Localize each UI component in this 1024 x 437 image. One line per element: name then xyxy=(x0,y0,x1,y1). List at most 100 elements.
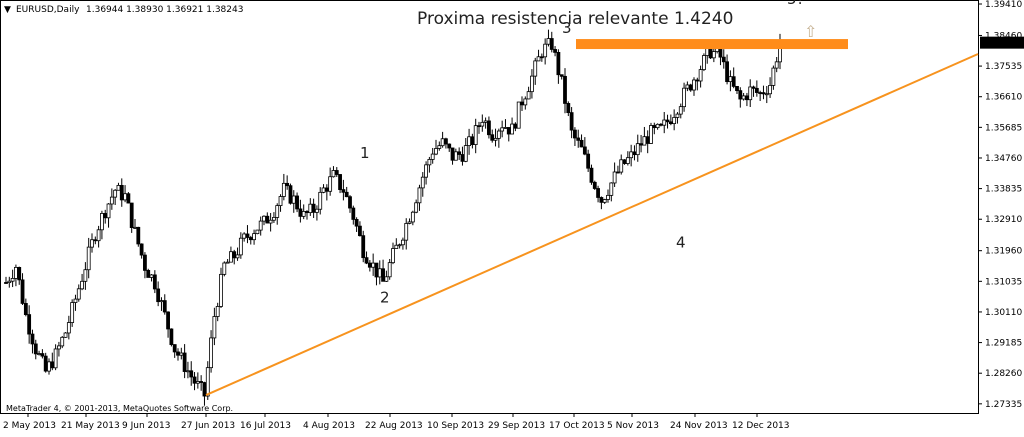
candle-body xyxy=(17,266,22,281)
wave-labels: 1 2 3 4 5? xyxy=(360,0,805,306)
candle-body xyxy=(252,233,256,241)
candle-body xyxy=(596,188,600,198)
x-tick-label: 2 May 2013 xyxy=(3,421,56,431)
candle-body xyxy=(635,143,640,156)
candle xyxy=(672,109,677,131)
candle-body xyxy=(725,61,729,83)
candle-body xyxy=(616,171,620,174)
candle xyxy=(543,38,548,65)
candle-body xyxy=(100,213,104,231)
candle-body xyxy=(774,61,779,69)
candle-body xyxy=(477,125,481,128)
candle xyxy=(113,189,118,205)
candle-body xyxy=(255,229,260,235)
candle xyxy=(625,151,630,166)
candle-body xyxy=(60,336,65,347)
candle-body xyxy=(205,367,210,397)
candle-body xyxy=(381,268,385,282)
x-tick-label: 16 Jul 2013 xyxy=(240,421,291,431)
candle-body xyxy=(702,55,706,71)
candle xyxy=(334,167,339,177)
candle-body xyxy=(324,187,329,192)
y-tick-label: 1.34760 xyxy=(985,154,1022,164)
candle xyxy=(126,192,131,204)
candle xyxy=(609,182,614,202)
resistance-annotation: Proxima resistencia relevante 1.4240 xyxy=(417,9,733,29)
candle xyxy=(414,199,419,214)
candle xyxy=(576,129,581,148)
candle xyxy=(748,79,753,108)
candle-body xyxy=(748,86,753,101)
candle xyxy=(40,349,45,359)
candle-body xyxy=(43,355,48,372)
candle xyxy=(655,123,660,130)
candle-body xyxy=(298,208,303,217)
candle xyxy=(189,361,194,386)
candle xyxy=(384,270,389,282)
candle-body xyxy=(291,195,296,204)
y-tick-label: 1.37535 xyxy=(985,62,1022,72)
candle-body xyxy=(705,47,710,56)
candle xyxy=(60,335,65,349)
candle-body xyxy=(758,92,763,94)
x-tick-label: 24 Nov 2013 xyxy=(670,421,728,431)
candle xyxy=(731,67,736,89)
candle-body xyxy=(579,139,584,148)
candle-body xyxy=(358,225,362,237)
candle-body xyxy=(672,117,677,125)
candle-body xyxy=(599,197,604,203)
candle-body xyxy=(460,154,465,162)
candle-body xyxy=(103,213,108,219)
candle-body xyxy=(533,60,538,77)
candle-body xyxy=(566,103,571,114)
candle-body xyxy=(586,153,591,169)
candle-body xyxy=(159,300,164,303)
candle xyxy=(682,82,686,112)
x-tick-label: 5 Nov 2013 xyxy=(607,421,659,431)
candle-body xyxy=(172,344,177,353)
candle-body xyxy=(116,185,121,191)
candle-body xyxy=(40,353,45,357)
candle-body xyxy=(668,121,673,125)
candle-body xyxy=(285,182,290,187)
candle xyxy=(665,114,670,129)
candle xyxy=(427,156,432,173)
candle-body xyxy=(23,303,28,315)
candle-body xyxy=(113,189,118,198)
candle-body xyxy=(639,143,643,146)
wave-label: 4 xyxy=(676,234,686,252)
candle-body xyxy=(632,151,637,156)
candle-body xyxy=(4,282,8,284)
y-tick-label: 1.29185 xyxy=(985,339,1022,349)
candle xyxy=(493,128,498,147)
candle xyxy=(278,194,283,212)
candle-body xyxy=(539,56,544,59)
candle xyxy=(33,339,38,360)
candle-body xyxy=(698,69,703,82)
candle-body xyxy=(467,136,471,146)
candle-body xyxy=(50,361,55,369)
candle xyxy=(563,68,567,114)
candle xyxy=(417,184,422,211)
candle xyxy=(285,175,290,190)
candle-body xyxy=(662,119,667,126)
candle xyxy=(480,114,485,132)
candle xyxy=(533,57,538,85)
candle-body xyxy=(308,203,313,214)
candle-body xyxy=(437,145,442,149)
candle xyxy=(361,230,366,263)
candle-body xyxy=(543,43,548,58)
candle-body xyxy=(473,125,478,145)
y-tick-label: 1.31035 xyxy=(985,277,1022,287)
candle-body xyxy=(516,101,521,129)
candle xyxy=(225,259,230,264)
candle xyxy=(17,266,22,285)
candle-body xyxy=(751,86,756,89)
candle-body xyxy=(133,226,137,229)
candles xyxy=(4,29,782,406)
candle-body xyxy=(321,187,326,193)
candle xyxy=(344,186,349,198)
candle-body xyxy=(278,196,283,206)
candle-body xyxy=(649,125,653,144)
